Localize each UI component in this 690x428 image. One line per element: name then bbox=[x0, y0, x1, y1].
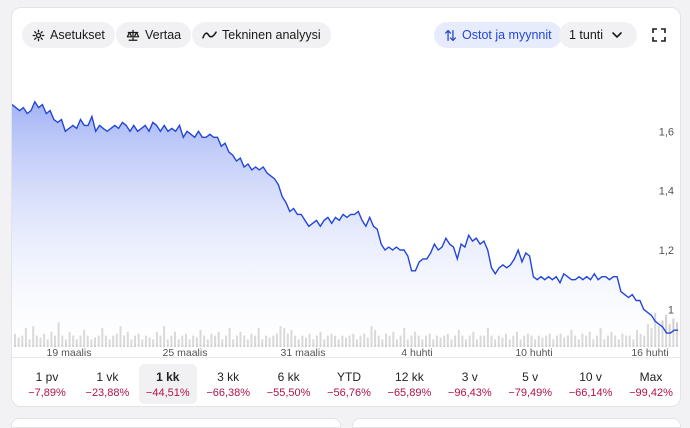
next-card-edge bbox=[352, 418, 681, 428]
period-1-vk[interactable]: 1 vk −23,88% bbox=[78, 364, 136, 404]
x-tick-label: 4 huhti bbox=[401, 347, 433, 357]
period-change: −96,43% bbox=[447, 387, 492, 399]
period-1-pv[interactable]: 1 pv −7,89% bbox=[18, 364, 76, 404]
settings-button[interactable]: Asetukset bbox=[22, 22, 115, 48]
y-tick-label: 1,2 bbox=[659, 245, 674, 257]
period-1-kk[interactable]: 1 kk −44,51% bbox=[138, 364, 197, 404]
period-change: −7,89% bbox=[28, 387, 66, 399]
period-change: −44,51% bbox=[145, 387, 190, 399]
period-change: −56,76% bbox=[327, 387, 371, 399]
fullscreen-icon bbox=[652, 28, 666, 42]
x-tick-label: 31 maalis bbox=[281, 347, 326, 357]
compare-button[interactable]: Vertaa bbox=[116, 22, 192, 48]
period-label: 1 pv bbox=[35, 370, 59, 384]
period-12-kk[interactable]: 12 kk −65,89% bbox=[380, 364, 438, 404]
price-chart-svg: 1,6 1,4 1,2 1 19 maalis 25 maalis 31 maalis 4 … bbox=[12, 100, 678, 359]
price-area bbox=[12, 101, 678, 345]
period-change: −66,14% bbox=[568, 387, 613, 399]
period-label: 1 kk bbox=[156, 370, 180, 384]
volume-bar bbox=[665, 314, 668, 347]
price-line bbox=[12, 100, 678, 334]
period-label: 1 vk bbox=[96, 370, 119, 384]
period-change: −79,49% bbox=[508, 387, 553, 399]
y-tick-label: 1,6 bbox=[659, 126, 674, 138]
period-10-v[interactable]: 10 v −66,14% bbox=[562, 364, 620, 404]
next-card-edge bbox=[11, 418, 341, 428]
period-label: YTD bbox=[337, 370, 361, 384]
period-selector: 1 pv −7,89% 1 vk −23,88% 1 kk −44,51% 3 kk −66,… bbox=[12, 357, 680, 405]
period-label: 6 kk bbox=[277, 370, 300, 384]
period-label: 5 v bbox=[522, 370, 539, 384]
period-5-v[interactable]: 5 v −79,49% bbox=[501, 364, 559, 404]
fullscreen-button[interactable] bbox=[648, 24, 670, 46]
trades-label: Ostot ja myynnit bbox=[462, 28, 552, 42]
period-change: −55,50% bbox=[266, 387, 311, 399]
period-ytd[interactable]: YTD −56,76% bbox=[320, 364, 378, 404]
chart-toolbar: Asetukset Vertaa Tekninen analyysi Ostot… bbox=[12, 8, 680, 62]
x-tick-label: 25 maalis bbox=[163, 347, 208, 357]
period-change: −65,89% bbox=[387, 387, 432, 399]
period-label: 3 v bbox=[461, 370, 478, 384]
period-change: −66,38% bbox=[206, 387, 251, 399]
settings-label: Asetukset bbox=[50, 28, 105, 42]
period-change: −99,42% bbox=[629, 387, 673, 399]
trend-line-icon bbox=[202, 31, 217, 39]
y-tick-label: 1,4 bbox=[659, 186, 674, 198]
period-label: Max bbox=[639, 370, 663, 384]
x-tick-label: 19 maalis bbox=[47, 347, 92, 357]
period-3-kk[interactable]: 3 kk −66,38% bbox=[199, 364, 257, 404]
interval-select[interactable]: 1 tunti bbox=[559, 22, 637, 48]
swap-arrows-icon bbox=[444, 29, 457, 41]
scale-icon bbox=[126, 29, 140, 41]
technical-analysis-label: Tekninen analyysi bbox=[222, 28, 321, 42]
trades-button[interactable]: Ostot ja myynnit bbox=[434, 22, 562, 48]
period-max[interactable]: Max −99,42% bbox=[622, 364, 680, 404]
period-label: 12 kk bbox=[395, 370, 424, 384]
period-label: 10 v bbox=[579, 370, 602, 384]
gear-icon bbox=[32, 29, 45, 41]
x-tick-label: 16 huhti bbox=[631, 347, 668, 357]
y-tick-label: 1 bbox=[668, 304, 674, 316]
price-chart[interactable]: 1,6 1,4 1,2 1 19 maalis 25 maalis 31 maalis 4 … bbox=[12, 62, 680, 359]
compare-label: Vertaa bbox=[145, 28, 182, 42]
technical-analysis-button[interactable]: Tekninen analyysi bbox=[192, 22, 331, 48]
interval-value: 1 tunti bbox=[569, 28, 604, 42]
period-6-kk[interactable]: 6 kk −55,50% bbox=[260, 364, 318, 404]
x-tick-label: 10 huhti bbox=[515, 347, 552, 357]
chevron-down-icon bbox=[612, 31, 622, 38]
chart-card: Asetukset Vertaa Tekninen analyysi Ostot… bbox=[11, 7, 681, 407]
period-label: 3 kk bbox=[217, 370, 240, 384]
period-change: −23,88% bbox=[85, 387, 130, 399]
period-3-v[interactable]: 3 v −96,43% bbox=[441, 364, 499, 404]
